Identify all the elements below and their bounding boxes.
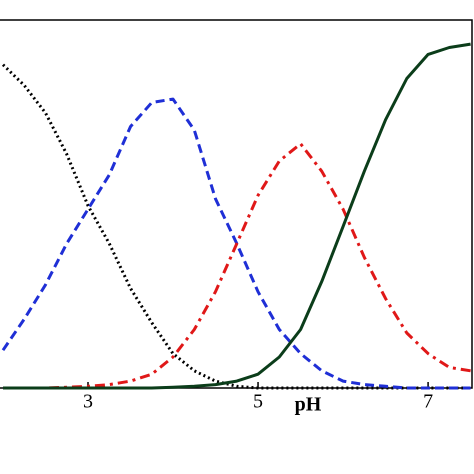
series-line	[3, 142, 471, 390]
x-tick-label: 3	[83, 391, 93, 413]
series-line	[1, 63, 471, 390]
x-tick-label: 7	[423, 391, 433, 413]
plot-frame	[0, 19, 473, 389]
x-tick-label: 5	[253, 391, 263, 413]
x-axis-label: pH	[295, 394, 322, 416]
series-line	[3, 42, 471, 390]
